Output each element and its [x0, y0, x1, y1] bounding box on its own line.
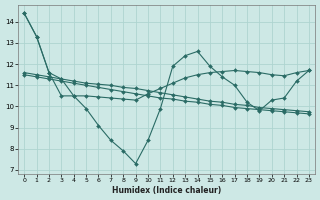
- X-axis label: Humidex (Indice chaleur): Humidex (Indice chaleur): [112, 186, 221, 195]
